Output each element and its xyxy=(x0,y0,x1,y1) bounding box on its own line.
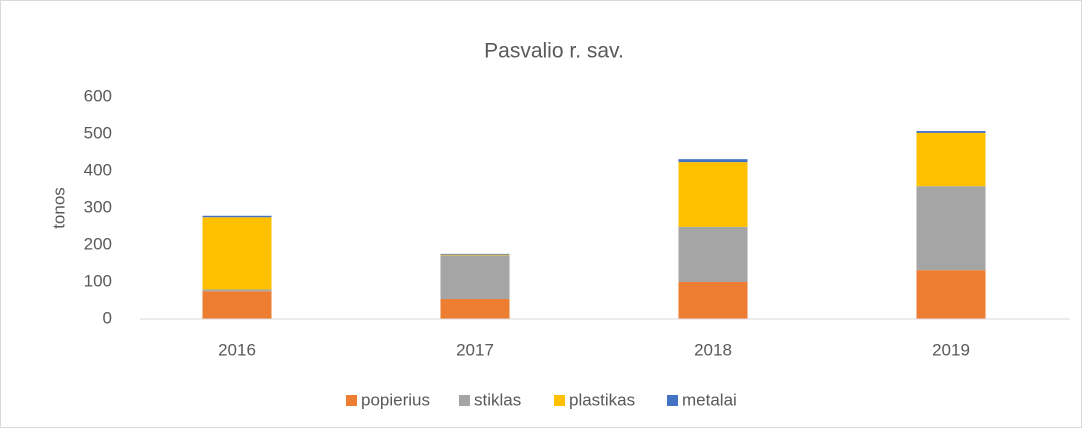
bar-segment xyxy=(202,215,272,218)
legend-label: metalai xyxy=(682,390,737,409)
x-tick-label: 2019 xyxy=(932,340,970,359)
x-tick-label: 2016 xyxy=(218,340,256,359)
x-tick-label: 2018 xyxy=(694,340,732,359)
bar-segment xyxy=(202,289,272,292)
bar-segment xyxy=(678,159,748,163)
legend-swatch xyxy=(346,395,357,406)
bar-segment xyxy=(916,270,986,319)
y-tick-label: 600 xyxy=(84,86,112,105)
bar-segment xyxy=(678,226,748,282)
y-tick-label: 200 xyxy=(84,234,112,253)
bar-segment xyxy=(916,131,986,133)
y-tick-label: 500 xyxy=(84,123,112,142)
legend-label: stiklas xyxy=(474,390,521,409)
chart-title: Pasvalio r. sav. xyxy=(484,40,624,63)
bar-segment xyxy=(440,253,510,255)
bar-segment xyxy=(440,254,510,256)
legend-label: popierius xyxy=(361,390,430,409)
y-tick-label: 400 xyxy=(84,160,112,179)
legend-label: plastikas xyxy=(569,390,635,409)
y-axis-label: tonos xyxy=(49,187,68,229)
legend-swatch xyxy=(667,395,678,406)
x-tick-label: 2017 xyxy=(456,340,494,359)
bar-segment xyxy=(440,255,510,300)
bar-segment xyxy=(440,299,510,319)
legend-swatch xyxy=(554,395,565,406)
bar-segment xyxy=(678,282,748,319)
bar-segment xyxy=(678,162,748,227)
bar-segment xyxy=(916,186,986,271)
y-tick-label: 100 xyxy=(84,271,112,290)
bar-segment xyxy=(202,217,272,290)
bar-segment xyxy=(916,132,986,187)
legend-swatch xyxy=(459,395,470,406)
y-tick-label: 0 xyxy=(103,308,112,327)
bar-segment xyxy=(202,291,272,319)
y-tick-label: 300 xyxy=(84,197,112,216)
